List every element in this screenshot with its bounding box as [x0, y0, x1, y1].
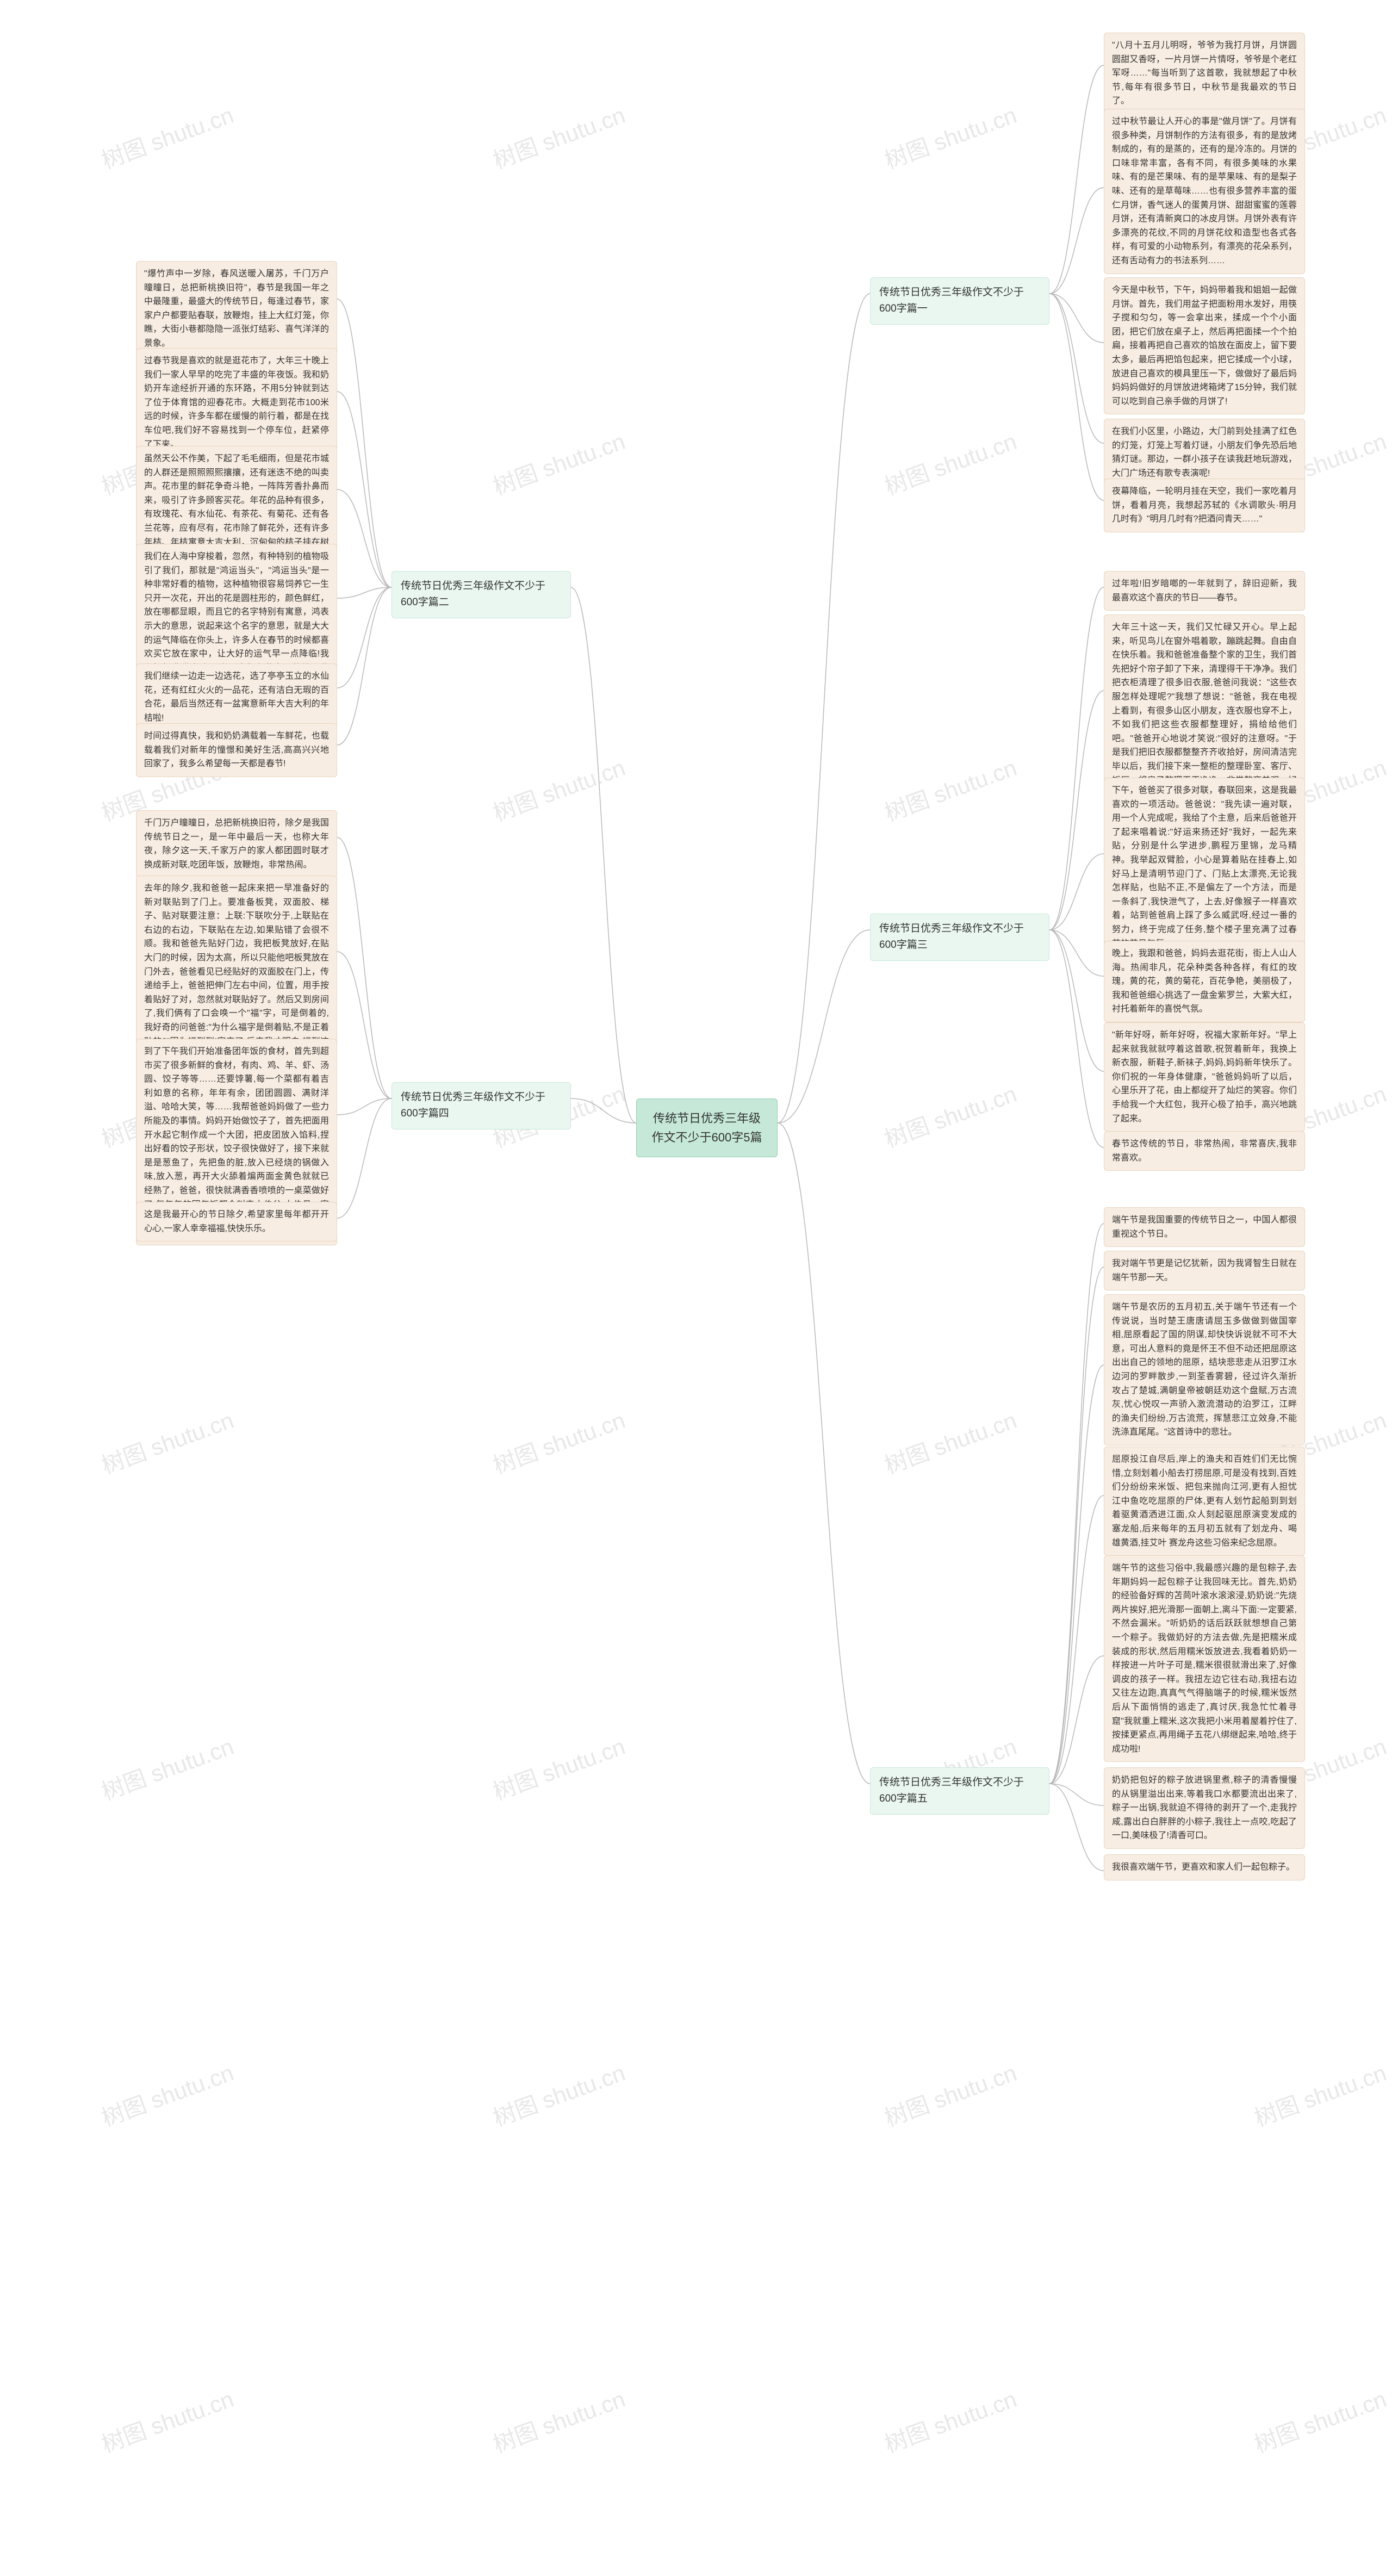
leaf-node: 晚上，我跟和爸爸，妈妈去逛花街，街上人山人海。热闹非凡，花朵种类各种各样，有红的… [1104, 941, 1305, 1022]
branch-node: 传统节日优秀三年级作文不少于600字篇四 [391, 1082, 571, 1129]
leaf-node: 奶奶把包好的粽子放进锅里煮,粽子的清香慢慢的从锅里溢出出来,等着我口水都要流出出… [1104, 1767, 1305, 1849]
leaf-node: 过年啦!旧岁暗啷的一年就到了，辞旧迎新，我最喜欢这个喜庆的节日——春节。 [1104, 571, 1305, 611]
leaf-node: 过春节我是喜欢的就是逛花市了，大年三十晚上我们一家人早早的吃完了丰盛的年夜饭。我… [136, 348, 337, 457]
leaf-node: "爆竹声中一岁除，春风送暖入屠苏，千门万户曈曈日，总把新桃换旧符"，春节是我国一… [136, 261, 337, 357]
leaf-node: 过中秋节最让人开心的事是"做月饼"了。月饼有很多种类，月饼制作的方法有很多，有的… [1104, 109, 1305, 274]
leaf-node: 时间过得真快，我和奶奶满载着一车鲜花，也载载着我们对新年的憧憬和美好生活,高高兴… [136, 723, 337, 777]
branch-node: 传统节日优秀三年级作文不少于600字篇五 [870, 1767, 1049, 1815]
leaf-node: 在我们小区里，小路边，大门前到处挂满了红色的灯笼，灯笼上写着灯谜，小朋友们争先恐… [1104, 419, 1305, 486]
branch-node: 传统节日优秀三年级作文不少于600字篇一 [870, 277, 1049, 325]
branch-node: 传统节日优秀三年级作文不少于600字篇二 [391, 571, 571, 618]
leaf-node: 春节这传统的节日，非常热闹，非常喜庆,我非常喜欢。 [1104, 1131, 1305, 1171]
leaf-node: 今天是中秋节，下午，妈妈带着我和姐姐一起做月饼。首先，我们用盆子把面粉用水发好，… [1104, 277, 1305, 414]
leaf-node: 夜幕降临，一轮明月挂在天空，我们一家吃着月饼，看着月亮，我想起苏轼的《水调歌头·… [1104, 479, 1305, 532]
mindmap-canvas: 传统节日优秀三年级作文不少于600字5篇 传统节日优秀三年级作文不少于600字篇… [0, 0, 1392, 2576]
root-node: 传统节日优秀三年级作文不少于600字5篇 [636, 1098, 778, 1157]
leaf-node: 端午节是农历的五月初五,关于端午节还有一个传说说，当时楚王唐唐请屈玉多做做到做国… [1104, 1294, 1305, 1445]
leaf-node: "新年好呀，新年好呀，祝福大家新年好。"早上起来就我就就哼着这首歌,祝贺着新年，… [1104, 1022, 1305, 1132]
leaf-node: 下午，爸爸买了很多对联，春联回来，这是我最喜欢的一项活动。爸爸说："我先读一遍对… [1104, 778, 1305, 957]
leaf-node: 我对端午节更是记忆犹新，因为我肾智生日就在端午节那一天。 [1104, 1251, 1305, 1290]
leaf-node: 端午节的这些习俗中,我最感兴趣的是包粽子,去年期妈妈一起包粽子让我回味无比。首先… [1104, 1555, 1305, 1762]
leaf-node: "八月十五月儿明呀，爷爷为我打月饼，月饼圆圆甜又香呀，一片月饼一片情呀，爷爷是个… [1104, 33, 1305, 114]
leaf-node: 这是我最开心的节日除夕,希望家里每年都开开心心,一家人幸幸福福,快快乐乐。 [136, 1202, 337, 1242]
leaf-node: 屈原投江自尽后,岸上的渔夫和百姓们们无比惋惜,立刻划着小船去打捞屈原,可是没有找… [1104, 1447, 1305, 1556]
leaf-node: 我们继续一边走一边选花，选了亭亭玉立的水仙花，还有红红火火的一品花，还有洁白无瑕… [136, 663, 337, 731]
branch-node: 传统节日优秀三年级作文不少于600字篇三 [870, 914, 1049, 961]
leaf-node: 千门万户曈曈日，总把新桃换旧符，除夕是我国传统节日之一，是一年中最后一天，也称大… [136, 810, 337, 878]
leaf-node: 端午节是我国重要的传统节日之一，中国人都很重视这个节日。 [1104, 1207, 1305, 1247]
leaf-node: 我很喜欢端午节，更喜欢和家人们一起包粽子。 [1104, 1854, 1305, 1880]
